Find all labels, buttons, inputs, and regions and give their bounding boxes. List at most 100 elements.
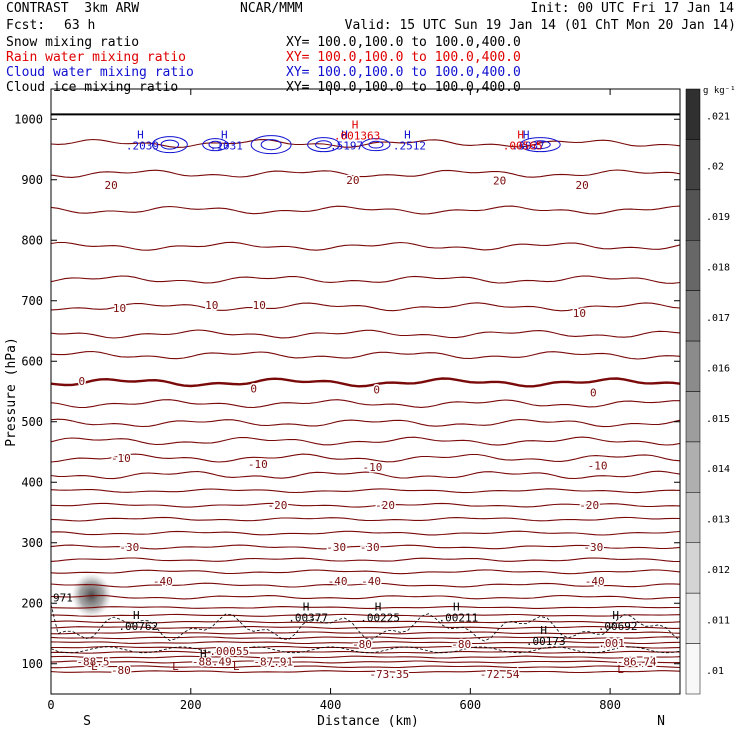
isotherm-line: [51, 613, 680, 617]
field-name-cloud-ice: Cloud ice mixing ratio: [6, 80, 179, 95]
isotherm-label: 0: [590, 387, 597, 400]
colorbar-segment: [685, 391, 701, 443]
cloud-water-contour: [160, 139, 180, 150]
colorbar-segment: [685, 340, 701, 392]
isotherm-label: 20: [493, 174, 506, 187]
colorbar-segment: [685, 290, 701, 342]
field-name-snow: Snow mixing ratio: [6, 35, 140, 50]
extremum-marker: L: [91, 660, 98, 673]
extremum-marker: H: [303, 601, 310, 614]
isotherm-label: 10: [113, 302, 126, 315]
extremum-value: .001363: [334, 129, 380, 142]
colorbar-tick-label: .019: [706, 212, 730, 223]
isotherm-line: [51, 453, 680, 463]
colorbar-tick-label: .011: [706, 615, 730, 626]
isotherm-line: [51, 241, 680, 251]
y-tick-label: 800: [21, 233, 43, 247]
field-xy-cloud-water: XY= 100.0,100.0 to 100.0,400.0: [286, 65, 521, 80]
north-end-label: N: [657, 714, 665, 729]
cloud-water-contour: [202, 138, 229, 152]
isotherm-label: 10: [205, 299, 218, 312]
isotherm-line: [51, 605, 680, 609]
colorbar-segment: [685, 189, 701, 241]
isotherm-label: -87.91: [253, 655, 293, 668]
extremum-marker: H: [137, 129, 144, 142]
isotherm-line: [51, 569, 680, 575]
colorbar-tick-label: .013: [706, 515, 730, 526]
y-axis-title: Pressure (hPa): [4, 337, 19, 447]
isotherm-label: -40: [328, 575, 348, 588]
cloud-water-contour: [368, 140, 384, 149]
x-tick-label: 0: [47, 698, 54, 712]
isotherm-line: [51, 418, 680, 428]
isotherm-label: -73.35: [369, 668, 409, 681]
isotherm-label: -30: [119, 541, 139, 554]
extremum-marker: H: [523, 129, 530, 142]
colorbar-tick-label: .01: [706, 666, 724, 677]
extremum-marker: L: [233, 660, 240, 673]
extremum-value: .2512: [393, 140, 426, 153]
isotherm-label: -88.5: [76, 655, 109, 668]
x-axis-title: Distance (km): [317, 714, 419, 729]
isotherm-label: 20: [104, 179, 117, 192]
field-xy-snow: XY= 100.0,100.0 to 100.0,400.0: [286, 35, 521, 50]
isotherm-line: [51, 544, 680, 550]
colorbar-tick-label: .016: [706, 363, 730, 374]
isotherm-label: 0: [250, 382, 257, 395]
extremum-marker: H: [375, 601, 382, 614]
isotherm-label: -30: [583, 541, 603, 554]
isotherm-label: -20: [579, 499, 599, 512]
isotherm-label: -80: [352, 638, 372, 651]
y-tick-label: 400: [21, 475, 43, 489]
isotherm-line: [51, 645, 680, 649]
isotherm-line: [51, 436, 680, 446]
isotherm-label: 10: [573, 307, 586, 320]
colorbar-segment: [685, 492, 701, 544]
isotherm-label: 20: [576, 179, 589, 192]
isotherm-line: [51, 138, 680, 148]
cloud-water-contour: [529, 140, 551, 150]
y-tick-label: 300: [21, 536, 43, 550]
field-name-cloud-water: Cloud water mixing ratio: [6, 65, 194, 80]
cloud-water-contour: [315, 140, 333, 150]
model-name: CONTRAST 3km ARW: [6, 1, 140, 16]
extremum-marker: H: [517, 129, 524, 142]
extremum-marker: H: [352, 118, 359, 131]
extremum-value: .00692: [598, 620, 638, 633]
colorbar-tick-label: .021: [706, 111, 730, 122]
isotherm-label: -10: [111, 452, 131, 465]
plot-frame: [50, 88, 681, 695]
isotherm-line: [51, 582, 680, 588]
extremum-marker: L: [172, 660, 179, 673]
isotherm-line: [51, 530, 680, 536]
extremum-marker: L: [617, 663, 624, 676]
extremum-marker: H: [133, 609, 140, 622]
edge-value-label: 971: [53, 591, 73, 604]
isotherm-label: 0: [373, 384, 380, 397]
isotherm-line: [51, 641, 680, 645]
isotherm-line: [51, 350, 680, 360]
isotherm-line: [51, 377, 680, 388]
isotherm-label: -10: [588, 459, 608, 472]
isotherm-label: -80: [451, 638, 471, 651]
y-tick-label: 100: [21, 657, 43, 671]
extremum-marker: H: [540, 624, 547, 637]
isotherm-line: [51, 169, 680, 178]
isotherm-label: -10: [248, 458, 268, 471]
isotherm-label: 20: [346, 174, 359, 187]
isotherm-line: [51, 488, 680, 494]
isotherm-label: -20: [268, 499, 288, 512]
isotherm-line: [51, 670, 680, 674]
isotherm-line: [51, 205, 680, 215]
extremum-marker: H: [341, 129, 348, 142]
init-time: Init: 00 UTC Fri 17 Jan 14: [530, 1, 735, 16]
cloud-water-contour: [250, 135, 292, 155]
cloud-water-contour: [519, 137, 561, 153]
isotherm-line: [51, 631, 680, 635]
forecast-label: Fcst:: [6, 18, 46, 33]
y-tick-label: 200: [21, 596, 43, 610]
isotherm-label: 10: [253, 299, 266, 312]
y-tick-label: 700: [21, 294, 43, 308]
isotherm-line: [51, 594, 680, 600]
